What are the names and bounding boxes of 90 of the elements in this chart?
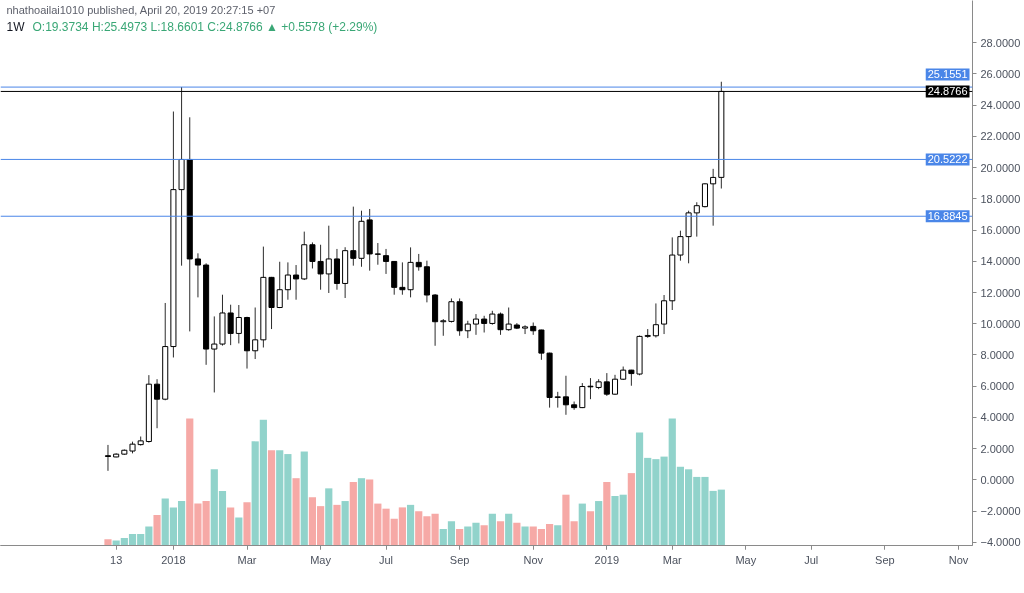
candlestick: [374, 242, 381, 266]
bar: [603, 482, 611, 546]
y-tick-label: 26.0000: [980, 67, 1021, 80]
candlestick: [661, 294, 668, 335]
candlestick: [104, 444, 112, 472]
x-tick-label: 13: [110, 553, 123, 566]
y-tick-label: 16.0000: [980, 224, 1021, 237]
y-tick-label: 28.0000: [980, 36, 1021, 49]
annotation: nhathoailai1010 published, April 20, 2019 20:27:15 +07: [6, 3, 276, 16]
bar: [554, 525, 562, 546]
candlestick: [611, 374, 619, 396]
y-tick-label: 0.0000: [980, 473, 1015, 486]
bar: [480, 525, 488, 546]
bar: [513, 522, 521, 546]
bar: [505, 513, 513, 546]
x-tick-label: Mar: [237, 553, 257, 566]
bar: [243, 502, 251, 546]
y-tick-label: 6.0000: [980, 380, 1015, 393]
candlestick: [194, 252, 201, 298]
bar: [521, 526, 529, 546]
bar: [357, 478, 366, 546]
candlestick: [472, 313, 480, 336]
bar: [292, 478, 300, 546]
candlestick: [154, 378, 161, 429]
y-tick-label: 24.0000: [980, 99, 1021, 112]
candlestick: [710, 168, 717, 227]
candlestick: [522, 324, 529, 335]
candlestick: [293, 264, 300, 301]
x-tick-label: Sep: [875, 553, 895, 566]
y-tick-label: −2.0000: [980, 505, 1021, 518]
y-tick-label: 8.0000: [980, 348, 1015, 361]
candlestick: [693, 201, 700, 238]
x-tick-label: Nov: [948, 553, 969, 566]
candlestick: [252, 307, 259, 360]
bar: [267, 450, 276, 546]
y-tick-label: 22.0000: [980, 130, 1021, 143]
text: 1W: [6, 19, 26, 34]
x-tick-label: Nov: [523, 553, 544, 566]
ref-line-label: 16.8845: [927, 210, 968, 223]
y-tick-label: 12.0000: [980, 286, 1021, 299]
x-tick-label: Jul: [804, 553, 819, 566]
y-tick-label: 2.0000: [980, 442, 1015, 455]
bar: [627, 473, 635, 546]
candlestick: [562, 375, 569, 416]
y-tick-label: 18.0000: [980, 192, 1021, 205]
bar: [341, 501, 349, 546]
bar: [349, 482, 357, 546]
y-tick-label: 4.0000: [980, 411, 1015, 424]
candlestick: [701, 182, 708, 208]
candlestick: [538, 329, 545, 361]
candlestick: [284, 261, 291, 301]
ref-line-label: 20.5222: [927, 153, 968, 166]
bar: [235, 517, 243, 546]
bar: [496, 521, 505, 546]
bar: [104, 539, 112, 546]
bar: [406, 504, 415, 546]
bar: [456, 528, 464, 546]
x-tick-label: Jul: [379, 553, 394, 566]
bar: [153, 515, 161, 546]
bar: [595, 501, 603, 546]
x-tick-label: May: [310, 553, 332, 566]
bar: [488, 513, 496, 546]
x-tick-label: Mar: [662, 553, 683, 566]
x-tick-label: May: [735, 553, 757, 566]
candlestick: [276, 261, 283, 309]
y-tick-label: 14.0000: [980, 255, 1021, 268]
y-tick-label: 20.0000: [980, 161, 1021, 174]
candlestick: [571, 401, 578, 411]
x-tick-label: 2019: [594, 553, 620, 566]
candlestick: [382, 248, 390, 275]
x-tick-label: 2018: [161, 553, 186, 566]
text: O:19.3734 H:25.4973 L:18.6601 C:24.8766 ▲ +0.5578 (+2.29%): [32, 19, 378, 34]
candlestick: [505, 307, 512, 332]
bar: [578, 503, 586, 546]
candlestick: [325, 225, 332, 294]
bar: [300, 451, 308, 546]
ref-line-label: 25.1551: [927, 68, 968, 81]
bar: [333, 504, 341, 546]
y-tick-label: −4.0000: [980, 536, 1021, 549]
candlestick: [211, 315, 218, 393]
x-tick-label: Sep: [449, 553, 470, 566]
candlestick: [235, 304, 242, 344]
bar: [325, 488, 333, 546]
y-tick-label: 10.0000: [980, 317, 1021, 330]
bar: [227, 507, 235, 546]
ref-line-label: 24.8766: [927, 85, 968, 98]
candlestick: [652, 302, 659, 338]
candlestick: [603, 372, 610, 397]
candlestick: [579, 382, 586, 409]
bar: [586, 511, 595, 546]
